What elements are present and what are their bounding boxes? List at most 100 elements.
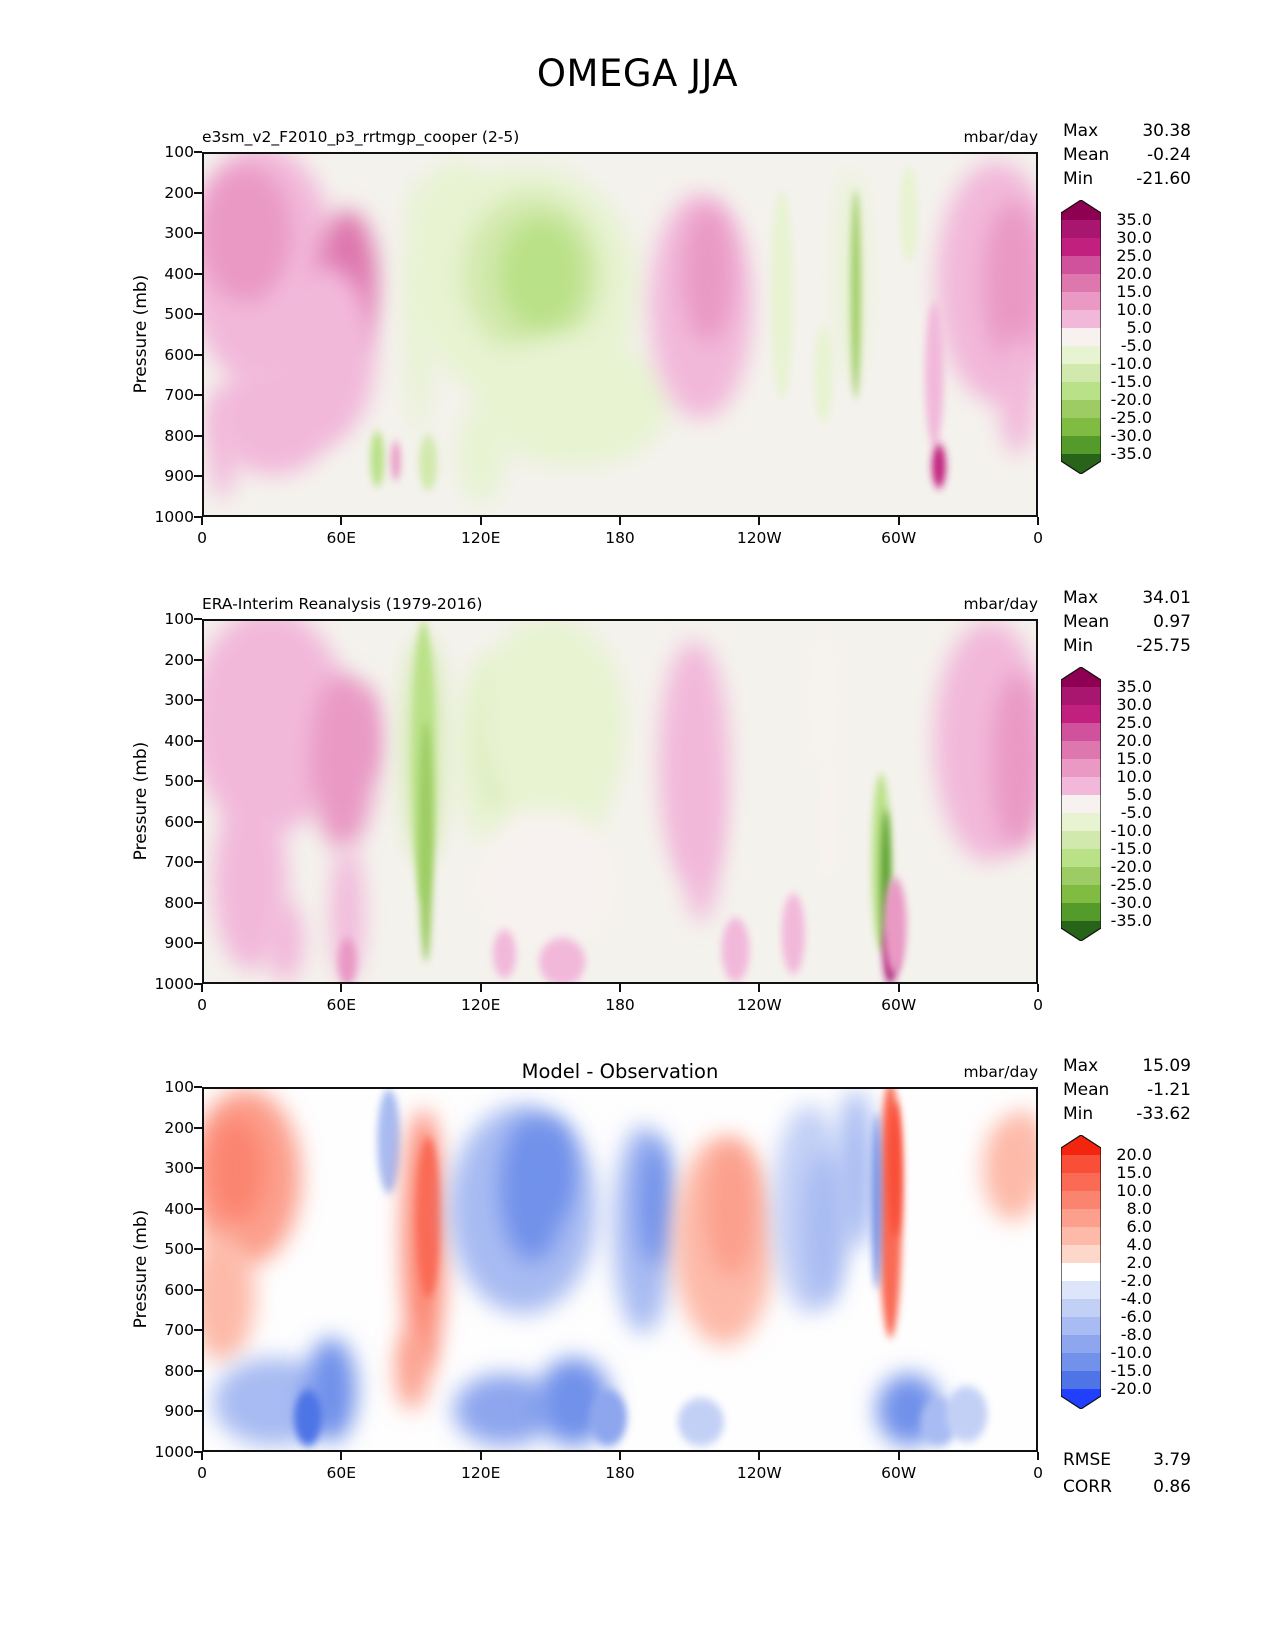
y-tick-label: 300: [164, 1159, 194, 1178]
contour-blob: [370, 430, 385, 487]
contour-blob: [851, 190, 861, 399]
x-tick-label: 120W: [736, 996, 782, 1014]
colorbar-segment: [1061, 885, 1101, 903]
units-label: mbar/day: [963, 595, 1038, 613]
x-tick-mark: [201, 1452, 203, 1460]
contour-blob: [539, 937, 586, 982]
colorbar-tick-label: 4.0: [1126, 1235, 1152, 1254]
contour-blob: [395, 1329, 429, 1410]
stat-value: 3.79: [1153, 1450, 1191, 1470]
x-tick-mark: [479, 1452, 482, 1460]
x-axis-ticks: 0 60E 120E 180 120W 60W 0: [197, 517, 1043, 553]
contour-blob: [204, 166, 292, 303]
contour-blob: [770, 190, 794, 399]
x-tick-mark: [201, 517, 203, 525]
x-tick-label: 60W: [881, 529, 917, 547]
colorbar-tick-labels: 35.0 30.0 25.0 20.0 15.0 10.0 5.0 -5.0 -10.0 -15.…: [1062, 200, 1152, 474]
panel-title: e3sm_v2_F2010_p3_rrtmgp_cooper (2-5): [202, 128, 520, 146]
contour-blob: [682, 761, 720, 922]
contour-blob: [871, 1113, 882, 1290]
colorbar-segment: [1061, 256, 1101, 274]
plot-area: [202, 152, 1038, 517]
colorbar-tick-label: -20.0: [1110, 390, 1152, 409]
contour-blob: [814, 326, 833, 423]
colorbar-tick-label: 15.0: [1116, 282, 1152, 301]
colorbar-tick-label: 25.0: [1116, 713, 1152, 732]
y-tick-mark: [194, 1207, 202, 1210]
x-tick-label: 120W: [736, 529, 782, 547]
colorbar-tick-label: 20.0: [1116, 264, 1152, 283]
y-tick-label: 600: [164, 812, 194, 831]
y-axis-ticks: 100 200 300 400 500 600 700 800 900 1000: [0, 1078, 202, 1461]
contour-blob: [837, 170, 865, 379]
x-tick-label: 180: [605, 1464, 635, 1482]
y-tick-mark: [194, 1329, 202, 1332]
colorbar-tick-label: 35.0: [1116, 210, 1152, 229]
stat-row-min: Min -25.75: [1063, 634, 1191, 658]
colorbar-segment: [1061, 436, 1101, 454]
stat-label: Mean: [1063, 1080, 1110, 1100]
colorbar-tick-label: -20.0: [1110, 1379, 1152, 1398]
colorbar-segment: [1061, 849, 1101, 867]
x-tick-mark: [479, 984, 482, 992]
stat-value: -21.60: [1136, 169, 1191, 189]
y-tick-mark: [194, 699, 202, 702]
y-tick-label: 1000: [154, 975, 194, 993]
contour-blob: [453, 1373, 556, 1446]
colorbar-segment: [1061, 831, 1101, 849]
y-tick-mark: [194, 780, 202, 783]
rmse-row: RMSE 3.79: [1063, 1447, 1191, 1474]
y-axis-ticks: 100 200 300 400 500 600 700 800 900 1000: [0, 610, 202, 993]
contour-blob: [721, 917, 750, 982]
stat-row-mean: Mean -1.21: [1063, 1078, 1191, 1102]
colorbar-segment: [1061, 1191, 1101, 1209]
colorbar-tick-label: -5.0: [1120, 336, 1152, 355]
colorbar-segment: [1061, 346, 1101, 364]
y-tick-mark: [194, 272, 202, 275]
colorbar-segment: [1061, 1353, 1101, 1371]
colorbar-tick-label: 2.0: [1126, 1253, 1152, 1272]
y-tick-label: 900: [164, 934, 194, 953]
x-tick-mark: [897, 984, 900, 992]
stat-row-max: Max 34.01: [1063, 586, 1191, 610]
y-tick-label: 800: [164, 893, 194, 912]
colorbar-segment: [1061, 867, 1101, 885]
figure-title: OMEGA JJA: [536, 52, 739, 95]
colorbar-segment: [1061, 1209, 1101, 1227]
contour-blob: [837, 1089, 875, 1250]
panel-header: ERA-Interim Reanalysis (1979-2016) mbar/…: [202, 591, 1038, 615]
contour-blob: [418, 434, 438, 491]
contour-blob: [499, 218, 584, 331]
y-tick-mark: [194, 151, 202, 153]
corr-row: CORR 0.86: [1063, 1474, 1191, 1501]
contour-blob: [999, 334, 1036, 455]
colorbar-tick-label: -30.0: [1110, 893, 1152, 912]
y-tick-mark: [194, 1248, 202, 1251]
y-tick-label: 100: [164, 1078, 194, 1096]
contour-blob: [458, 406, 505, 503]
contour-blob: [294, 1389, 322, 1446]
colorbar-tick-label: -20.0: [1110, 857, 1152, 876]
colorbar-segment: [1061, 777, 1101, 795]
colorbar-segment: [1061, 1155, 1101, 1173]
x-tick-label: 120E: [460, 1464, 501, 1482]
y-tick-mark: [194, 1126, 202, 1129]
colorbar-segment: [1061, 292, 1101, 310]
y-tick-label: 800: [164, 1361, 194, 1380]
x-tick-mark: [758, 1452, 761, 1460]
units-label: mbar/day: [963, 128, 1038, 146]
y-tick-label: 300: [164, 691, 194, 710]
x-tick-mark: [1037, 517, 1039, 525]
rmse-corr-block: RMSE 3.79 CORR 0.86: [1063, 1447, 1191, 1501]
contour-blob: [492, 929, 516, 978]
x-tick-label: 60E: [326, 529, 357, 547]
stat-label: Mean: [1063, 145, 1110, 165]
x-tick-mark: [1037, 984, 1039, 992]
colorbar-svg: [1060, 666, 1102, 942]
x-tick-mark: [758, 984, 761, 992]
y-tick-label: 500: [164, 772, 194, 791]
colorbar-tick-label: -15.0: [1110, 839, 1152, 858]
contour-blob: [557, 661, 614, 838]
colorbar-segment: [1061, 238, 1101, 256]
contour-blob: [1010, 1109, 1036, 1190]
